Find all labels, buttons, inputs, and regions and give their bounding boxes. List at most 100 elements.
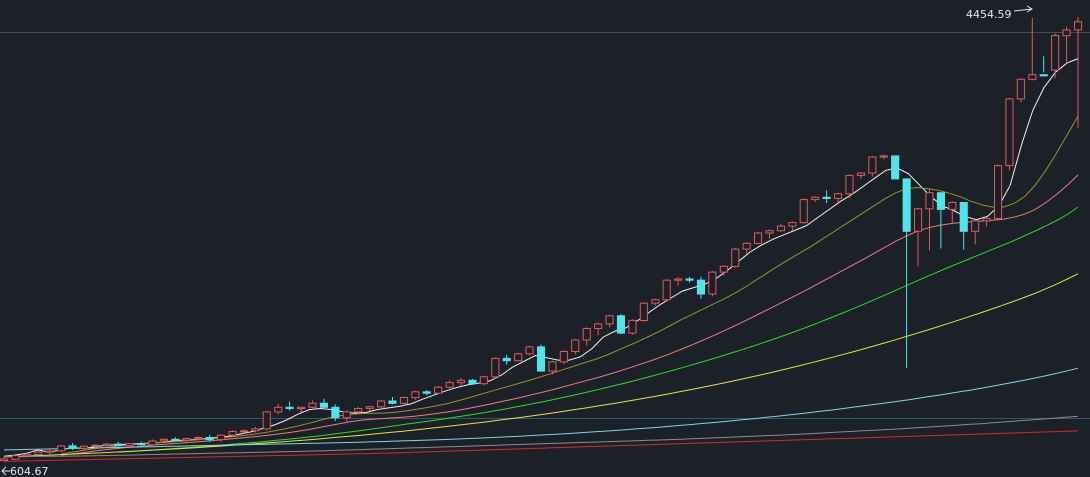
high-price-label: 4454.59	[966, 8, 1012, 21]
candle	[354, 406, 363, 415]
moving-average-line	[118, 206, 1079, 453]
candle	[639, 302, 648, 322]
candle	[11, 453, 20, 460]
candle	[834, 192, 843, 204]
candle-body	[891, 155, 900, 180]
candle-body	[0, 458, 9, 462]
candle	[411, 390, 420, 400]
candle	[994, 164, 1003, 220]
candle-body	[45, 450, 54, 453]
candle-body	[696, 279, 706, 295]
candle-body	[879, 155, 888, 158]
candle-body	[639, 302, 648, 322]
candle-body	[1028, 74, 1037, 80]
candle-body	[582, 328, 591, 341]
candle	[925, 189, 934, 251]
candle	[799, 198, 808, 224]
candle-body	[1062, 29, 1071, 37]
candle	[605, 314, 614, 328]
candle-body	[594, 323, 603, 329]
candle-body	[902, 178, 911, 232]
low-arrow-icon	[1, 466, 10, 476]
candle	[285, 401, 294, 411]
candle	[45, 449, 54, 456]
candle-body	[365, 406, 374, 409]
candle-body	[502, 357, 511, 362]
candle-body	[274, 406, 283, 413]
candle-body	[651, 299, 660, 304]
candle	[377, 399, 386, 408]
candle	[1005, 97, 1014, 171]
candle-body	[822, 196, 831, 200]
candle	[365, 405, 374, 412]
moving-average-line	[61, 115, 1079, 455]
candle	[1062, 26, 1071, 64]
candle	[137, 441, 146, 446]
candle-body	[308, 402, 317, 408]
candle	[822, 190, 831, 204]
candle-body	[628, 319, 637, 334]
candle	[651, 298, 660, 306]
high-arrow-icon	[1013, 5, 1033, 13]
candle	[57, 445, 66, 453]
candle-body	[1005, 98, 1014, 167]
candle	[891, 155, 900, 180]
candle	[582, 327, 591, 346]
candle	[68, 443, 77, 450]
candle	[936, 192, 946, 249]
candle-body	[57, 445, 66, 452]
candle-body	[616, 315, 626, 334]
candle	[525, 345, 534, 356]
candle-body	[34, 451, 43, 455]
candle-body	[194, 437, 203, 440]
candle-body	[399, 397, 408, 404]
candle-body	[571, 339, 580, 352]
candle-body	[125, 443, 134, 447]
candle-body	[491, 357, 500, 378]
candle-body	[754, 232, 763, 244]
candle-body	[674, 278, 683, 281]
candle-body	[994, 165, 1003, 220]
candle-body	[22, 453, 31, 457]
moving-average-layer	[3, 58, 1079, 462]
candle	[902, 178, 911, 369]
candle	[502, 355, 511, 365]
candle-body	[948, 202, 957, 210]
candle	[719, 265, 728, 276]
candle-body	[319, 402, 328, 408]
candle-body	[925, 192, 934, 210]
candle	[856, 172, 866, 179]
candle	[297, 406, 306, 413]
candle	[262, 410, 271, 431]
candle	[868, 155, 877, 177]
candle	[125, 443, 134, 448]
candle-body	[11, 455, 20, 460]
candle	[171, 437, 180, 442]
candle-body	[525, 346, 534, 355]
candle	[685, 276, 694, 283]
candle	[537, 344, 546, 372]
candle	[1051, 33, 1060, 79]
candle	[308, 400, 317, 410]
moving-average-line	[3, 430, 1079, 462]
candle-body	[982, 218, 991, 222]
candle-body	[537, 346, 546, 372]
candle-body	[1016, 78, 1025, 100]
annotation-layer: 4454.59 604.67	[1, 5, 1033, 477]
candle-body	[388, 400, 397, 404]
candle-body	[708, 271, 717, 295]
candle-body	[148, 440, 157, 446]
moving-average-line	[3, 273, 1079, 458]
candle-layer	[0, 17, 1083, 462]
candle-body	[114, 443, 123, 447]
candle	[479, 375, 488, 386]
candle-body	[605, 315, 614, 325]
candle	[422, 390, 431, 396]
candle-body	[685, 278, 694, 281]
candle	[628, 319, 637, 335]
candle	[217, 434, 226, 442]
candle	[514, 352, 523, 362]
candle-body	[434, 386, 443, 394]
